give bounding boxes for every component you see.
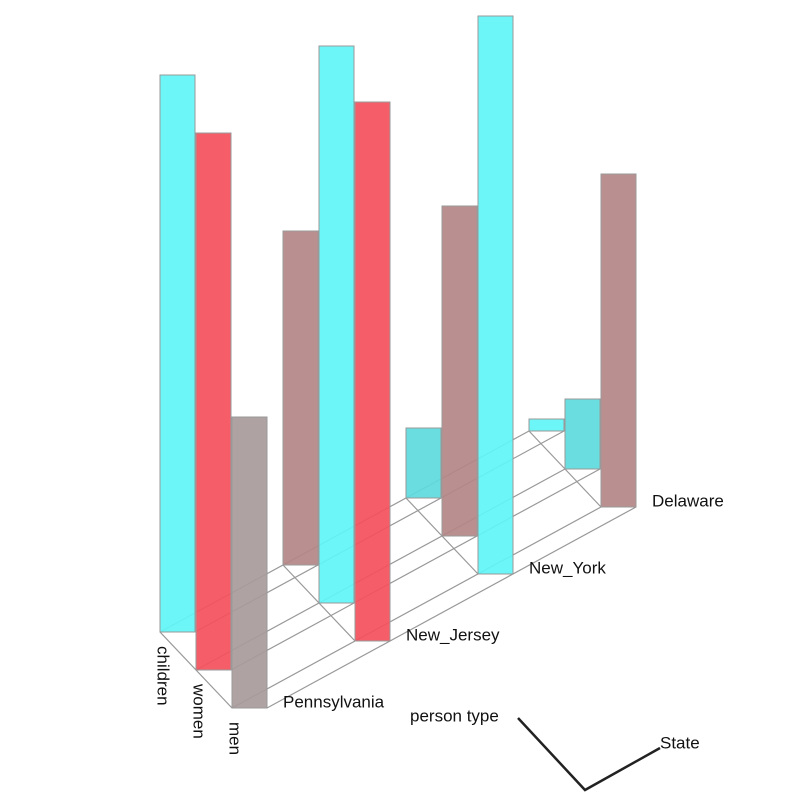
state-label: Pennsylvania: [283, 692, 385, 711]
axis-indicator: [517, 717, 661, 792]
bar: [528, 418, 565, 432]
bar: [354, 101, 391, 642]
bar: [318, 45, 355, 604]
person-type-label: men: [226, 722, 245, 755]
bar: [600, 173, 637, 508]
floor-line: [230, 468, 601, 671]
bar: [159, 74, 196, 633]
person-type-label: women: [190, 683, 209, 739]
person-type-label: children: [154, 646, 173, 706]
bar: [564, 398, 601, 470]
state-label: Delaware: [652, 491, 724, 510]
bar: [282, 230, 319, 566]
floor-line: [266, 506, 637, 709]
bar: [405, 427, 442, 499]
x-axis-label: person type: [410, 706, 499, 725]
z-axis-label: State: [660, 733, 700, 752]
floor-line: [231, 506, 602, 709]
state-label: New_York: [529, 558, 606, 577]
bar: [195, 132, 232, 671]
state-label: New_Jersey: [406, 625, 500, 644]
bar: [231, 416, 268, 709]
bar: [441, 205, 478, 537]
bar: [477, 15, 514, 575]
